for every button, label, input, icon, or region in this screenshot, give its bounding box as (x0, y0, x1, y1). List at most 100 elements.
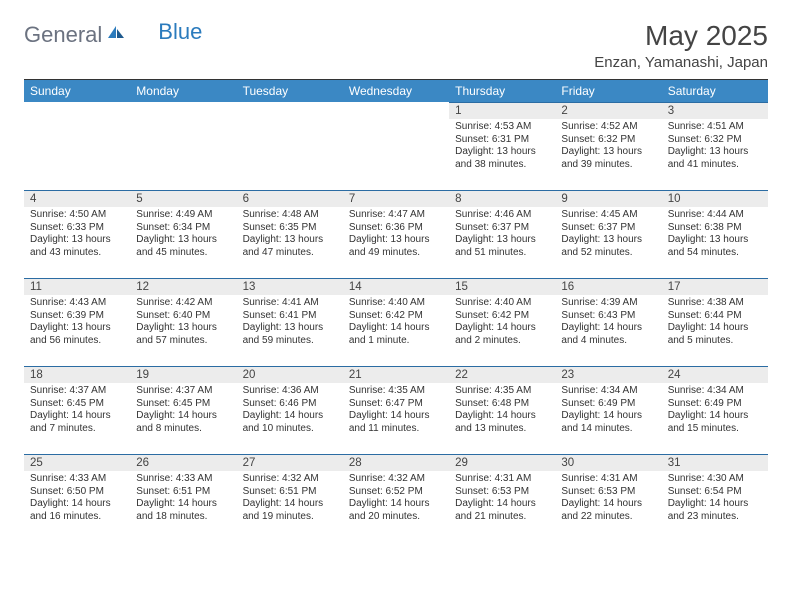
day-cell: 18Sunrise: 4:37 AMSunset: 6:45 PMDayligh… (24, 366, 130, 454)
day-number: 4 (24, 190, 130, 207)
day-cell: 13Sunrise: 4:41 AMSunset: 6:41 PMDayligh… (237, 278, 343, 366)
day-details: Sunrise: 4:32 AMSunset: 6:52 PMDaylight:… (343, 471, 449, 527)
day-details: Sunrise: 4:34 AMSunset: 6:49 PMDaylight:… (555, 383, 661, 439)
day-cell: 21Sunrise: 4:35 AMSunset: 6:47 PMDayligh… (343, 366, 449, 454)
day-details: Sunrise: 4:36 AMSunset: 6:46 PMDaylight:… (237, 383, 343, 439)
day-number: 3 (662, 102, 768, 119)
day-number: 28 (343, 454, 449, 471)
day-details: Sunrise: 4:45 AMSunset: 6:37 PMDaylight:… (555, 207, 661, 263)
day-details: Sunrise: 4:40 AMSunset: 6:42 PMDaylight:… (449, 295, 555, 351)
day-details: Sunrise: 4:30 AMSunset: 6:54 PMDaylight:… (662, 471, 768, 527)
calendar-page: General Blue May 2025 Enzan, Yamanashi, … (0, 0, 792, 562)
day-number: 2 (555, 102, 661, 119)
day-number: 16 (555, 278, 661, 295)
week-row: 4Sunrise: 4:50 AMSunset: 6:33 PMDaylight… (24, 190, 768, 278)
dow-friday: Friday (555, 80, 661, 102)
day-details: Sunrise: 4:50 AMSunset: 6:33 PMDaylight:… (24, 207, 130, 263)
day-number: 26 (130, 454, 236, 471)
day-details: Sunrise: 4:47 AMSunset: 6:36 PMDaylight:… (343, 207, 449, 263)
day-details: Sunrise: 4:43 AMSunset: 6:39 PMDaylight:… (24, 295, 130, 351)
day-number-bar (343, 102, 449, 118)
day-cell: 2Sunrise: 4:52 AMSunset: 6:32 PMDaylight… (555, 102, 661, 190)
day-cell: 7Sunrise: 4:47 AMSunset: 6:36 PMDaylight… (343, 190, 449, 278)
day-number-bar (237, 102, 343, 118)
day-number: 27 (237, 454, 343, 471)
dow-tuesday: Tuesday (237, 80, 343, 102)
day-details: Sunrise: 4:52 AMSunset: 6:32 PMDaylight:… (555, 119, 661, 175)
day-cell: 17Sunrise: 4:38 AMSunset: 6:44 PMDayligh… (662, 278, 768, 366)
day-number-bar (130, 102, 236, 118)
day-number: 14 (343, 278, 449, 295)
day-number: 13 (237, 278, 343, 295)
day-details: Sunrise: 4:46 AMSunset: 6:37 PMDaylight:… (449, 207, 555, 263)
day-number: 29 (449, 454, 555, 471)
day-cell: 26Sunrise: 4:33 AMSunset: 6:51 PMDayligh… (130, 454, 236, 542)
dow-sunday: Sunday (24, 80, 130, 102)
day-number: 9 (555, 190, 661, 207)
day-cell: 20Sunrise: 4:36 AMSunset: 6:46 PMDayligh… (237, 366, 343, 454)
day-details: Sunrise: 4:41 AMSunset: 6:41 PMDaylight:… (237, 295, 343, 351)
day-details: Sunrise: 4:37 AMSunset: 6:45 PMDaylight:… (24, 383, 130, 439)
day-cell: 15Sunrise: 4:40 AMSunset: 6:42 PMDayligh… (449, 278, 555, 366)
day-cell: 10Sunrise: 4:44 AMSunset: 6:38 PMDayligh… (662, 190, 768, 278)
day-number: 18 (24, 366, 130, 383)
dow-monday: Monday (130, 80, 236, 102)
dow-saturday: Saturday (662, 80, 768, 102)
week-row: 25Sunrise: 4:33 AMSunset: 6:50 PMDayligh… (24, 454, 768, 542)
day-cell: 5Sunrise: 4:49 AMSunset: 6:34 PMDaylight… (130, 190, 236, 278)
week-row: 11Sunrise: 4:43 AMSunset: 6:39 PMDayligh… (24, 278, 768, 366)
dow-thursday: Thursday (449, 80, 555, 102)
logo: General Blue (24, 20, 202, 50)
day-details: Sunrise: 4:48 AMSunset: 6:35 PMDaylight:… (237, 207, 343, 263)
day-details: Sunrise: 4:42 AMSunset: 6:40 PMDaylight:… (130, 295, 236, 351)
day-details: Sunrise: 4:51 AMSunset: 6:32 PMDaylight:… (662, 119, 768, 175)
day-details: Sunrise: 4:38 AMSunset: 6:44 PMDaylight:… (662, 295, 768, 351)
day-number: 12 (130, 278, 236, 295)
day-cell (130, 102, 236, 190)
day-cell: 6Sunrise: 4:48 AMSunset: 6:35 PMDaylight… (237, 190, 343, 278)
logo-text-general: General (24, 22, 102, 48)
day-cell: 9Sunrise: 4:45 AMSunset: 6:37 PMDaylight… (555, 190, 661, 278)
title-block: May 2025 Enzan, Yamanashi, Japan (594, 20, 768, 71)
day-number: 8 (449, 190, 555, 207)
day-cell: 1Sunrise: 4:53 AMSunset: 6:31 PMDaylight… (449, 102, 555, 190)
day-cell: 4Sunrise: 4:50 AMSunset: 6:33 PMDaylight… (24, 190, 130, 278)
day-number: 20 (237, 366, 343, 383)
day-cell: 16Sunrise: 4:39 AMSunset: 6:43 PMDayligh… (555, 278, 661, 366)
day-cell: 25Sunrise: 4:33 AMSunset: 6:50 PMDayligh… (24, 454, 130, 542)
day-cell: 29Sunrise: 4:31 AMSunset: 6:53 PMDayligh… (449, 454, 555, 542)
day-number: 10 (662, 190, 768, 207)
day-details: Sunrise: 4:53 AMSunset: 6:31 PMDaylight:… (449, 119, 555, 175)
day-number: 23 (555, 366, 661, 383)
day-of-week-row: Sunday Monday Tuesday Wednesday Thursday… (24, 80, 768, 102)
day-cell: 31Sunrise: 4:30 AMSunset: 6:54 PMDayligh… (662, 454, 768, 542)
day-cell: 11Sunrise: 4:43 AMSunset: 6:39 PMDayligh… (24, 278, 130, 366)
calendar-location: Enzan, Yamanashi, Japan (594, 54, 768, 71)
calendar-title: May 2025 (594, 20, 768, 52)
day-cell: 23Sunrise: 4:34 AMSunset: 6:49 PMDayligh… (555, 366, 661, 454)
day-cell: 30Sunrise: 4:31 AMSunset: 6:53 PMDayligh… (555, 454, 661, 542)
day-details: Sunrise: 4:44 AMSunset: 6:38 PMDaylight:… (662, 207, 768, 263)
day-details: Sunrise: 4:35 AMSunset: 6:48 PMDaylight:… (449, 383, 555, 439)
day-cell (343, 102, 449, 190)
day-number: 7 (343, 190, 449, 207)
logo-sail-icon (106, 20, 126, 46)
day-details: Sunrise: 4:33 AMSunset: 6:50 PMDaylight:… (24, 471, 130, 527)
day-cell: 3Sunrise: 4:51 AMSunset: 6:32 PMDaylight… (662, 102, 768, 190)
day-number-bar (24, 102, 130, 118)
day-number: 17 (662, 278, 768, 295)
day-number: 6 (237, 190, 343, 207)
day-number: 24 (662, 366, 768, 383)
day-number: 5 (130, 190, 236, 207)
logo-text-blue: Blue (158, 19, 202, 45)
day-cell: 8Sunrise: 4:46 AMSunset: 6:37 PMDaylight… (449, 190, 555, 278)
day-number: 22 (449, 366, 555, 383)
day-number: 1 (449, 102, 555, 119)
day-cell: 19Sunrise: 4:37 AMSunset: 6:45 PMDayligh… (130, 366, 236, 454)
day-details: Sunrise: 4:34 AMSunset: 6:49 PMDaylight:… (662, 383, 768, 439)
day-cell (24, 102, 130, 190)
week-row: 18Sunrise: 4:37 AMSunset: 6:45 PMDayligh… (24, 366, 768, 454)
day-cell: 22Sunrise: 4:35 AMSunset: 6:48 PMDayligh… (449, 366, 555, 454)
day-details: Sunrise: 4:32 AMSunset: 6:51 PMDaylight:… (237, 471, 343, 527)
day-details: Sunrise: 4:35 AMSunset: 6:47 PMDaylight:… (343, 383, 449, 439)
